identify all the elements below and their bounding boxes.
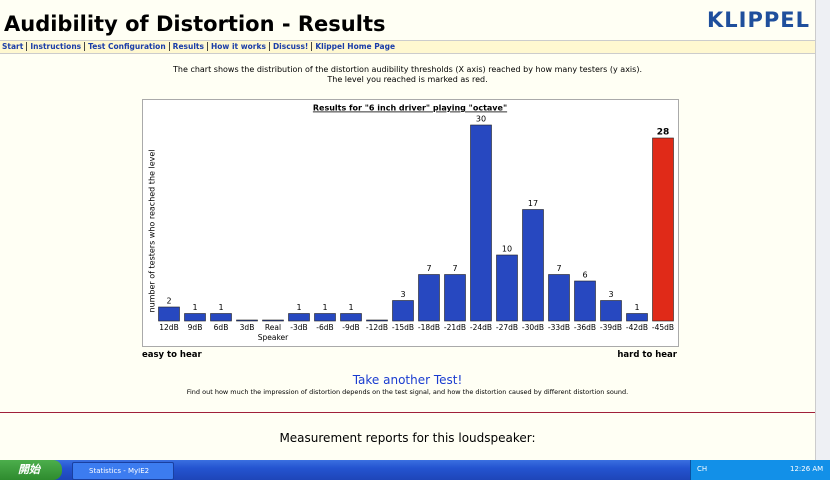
intro-text: The level you reached is marked as red.: [327, 75, 488, 84]
value-label: 17: [528, 199, 538, 208]
bar: [444, 274, 466, 322]
nav-link[interactable]: Test Configuration: [84, 42, 169, 51]
bar: [496, 254, 518, 322]
x-tick-label: 3dB: [240, 323, 255, 332]
bar: [288, 313, 310, 322]
chart-frame: Results for "6 inch driver" playing "oct…: [142, 99, 679, 347]
intro-text: The chart shows the distribution of the …: [173, 65, 642, 74]
value-label: 6: [582, 271, 587, 280]
x-tick-label: 6dB: [214, 323, 229, 332]
value-label: 1: [296, 303, 301, 312]
bar: [314, 313, 336, 322]
x-tick-label: -30dB: [522, 323, 544, 332]
x-tick-label: -21dB: [444, 323, 466, 332]
x-tick-label: Real Speaker: [258, 323, 289, 342]
separator: [0, 412, 815, 413]
y-axis-label: number of testers who reached the level: [148, 150, 157, 313]
language-indicator[interactable]: CH: [697, 465, 708, 473]
axis-note: hard to hear: [617, 350, 677, 360]
system-tray: [690, 460, 830, 480]
x-tick-label: -33dB: [548, 323, 570, 332]
x-tick-label: -15dB: [392, 323, 414, 332]
value-label: 7: [426, 264, 431, 273]
bar: [158, 306, 180, 322]
nav-link[interactable]: Start: [2, 42, 24, 51]
nav-bar: Start Instructions Test Configuration Resul…: [0, 40, 815, 54]
nav-link[interactable]: Discuss!: [268, 42, 312, 51]
value-label: 1: [348, 303, 353, 312]
x-tick-label: -3dB: [290, 323, 307, 332]
chart: Results for "6 inch driver" playing "oct…: [148, 104, 675, 343]
bar: [210, 313, 232, 322]
bar: [470, 124, 492, 322]
x-tick-label: -45dB: [652, 323, 674, 332]
page-title: Audibility of Distortion - Results: [4, 12, 386, 36]
bar: [366, 319, 388, 322]
value-label: 28: [657, 128, 670, 138]
bar: [184, 313, 206, 322]
bar: [340, 313, 362, 322]
value-label: 7: [452, 264, 457, 273]
value-label: 3: [608, 290, 613, 299]
nav-link[interactable]: Instructions: [26, 42, 85, 51]
x-tick-label: -27dB: [496, 323, 518, 332]
x-tick-label: -24dB: [470, 323, 492, 332]
nav-link[interactable]: How it works: [206, 42, 269, 51]
value-label: 2: [166, 297, 171, 306]
x-tick-label: -36dB: [574, 323, 596, 332]
bar: [574, 280, 596, 322]
x-tick-label: 9dB: [188, 323, 203, 332]
axis-note: easy to hear: [142, 350, 202, 360]
x-tick-label: -12dB: [366, 323, 388, 332]
reports-title: Measurement reports for this loudspeaker…: [279, 431, 536, 445]
x-tick-label: -9dB: [342, 323, 359, 332]
nav-link[interactable]: Klippel Home Page: [311, 42, 399, 51]
value-label: 10: [502, 245, 512, 254]
retest-link[interactable]: Take another Test!: [352, 373, 463, 387]
value-label: 30: [476, 115, 486, 124]
value-label: 1: [634, 303, 639, 312]
scrollbar[interactable]: [815, 0, 830, 460]
x-tick-label: -18dB: [418, 323, 440, 332]
bar: [262, 319, 284, 322]
x-tick-label: 12dB: [159, 323, 178, 332]
bar: [600, 300, 622, 322]
task-button[interactable]: Statistics - MyIE2: [72, 462, 174, 480]
x-tick-label: -6dB: [316, 323, 333, 332]
value-label: 1: [218, 303, 223, 312]
retest-text: Find out how much the impression of dist…: [186, 388, 629, 396]
value-label: 7: [556, 264, 561, 273]
x-tick-label: -39dB: [600, 323, 622, 332]
bar: [522, 209, 544, 322]
value-label: 1: [322, 303, 327, 312]
bar: [626, 313, 648, 322]
chart-title: Results for "6 inch driver" playing "oct…: [313, 104, 507, 113]
value-label: 1: [192, 303, 197, 312]
logo[interactable]: KLIPPEL: [707, 8, 810, 32]
start-button[interactable]: 開始: [0, 460, 62, 480]
bar: [652, 137, 674, 322]
bar: [236, 319, 258, 322]
bar: [548, 274, 570, 322]
value-label: 3: [400, 290, 405, 299]
x-tick-label: -42dB: [626, 323, 648, 332]
nav-link[interactable]: Results: [168, 42, 207, 51]
bar: [418, 274, 440, 322]
taskbar: [0, 460, 830, 480]
clock: 12:26 AM: [790, 465, 824, 473]
bar: [392, 300, 414, 322]
